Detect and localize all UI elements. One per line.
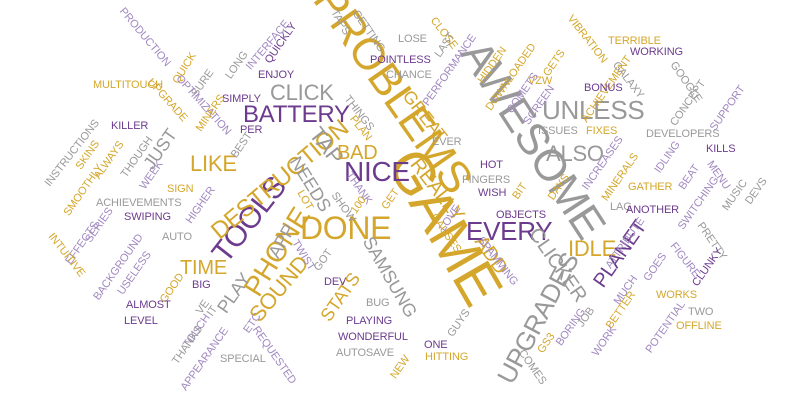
word-killer: KILLER <box>111 120 149 132</box>
word-per: PER <box>240 124 263 136</box>
word-like: LIKE <box>190 151 237 176</box>
word-level: LEVEL <box>124 315 158 327</box>
word-multitouch: MULTITOUCH <box>93 79 163 91</box>
word-works: WORKS <box>656 289 698 301</box>
word-vzw: VZW <box>528 75 553 87</box>
word-work: WORK <box>589 323 620 359</box>
word-big: BIG <box>192 279 211 291</box>
word-developers: DEVELOPERS <box>646 128 720 140</box>
word-best: BEST <box>228 130 255 161</box>
word-vibration: VIBRATION <box>564 12 610 66</box>
word-bad: BAD <box>337 142 378 164</box>
word-nice: NICE <box>344 156 410 187</box>
word-one: ONE <box>424 339 448 351</box>
word-autosave: AUTOSAVE <box>336 347 395 359</box>
word-almost: ALMOST <box>126 299 171 311</box>
word-unless: UNLESS <box>542 95 645 125</box>
word-dev: DEV <box>324 276 347 288</box>
word-simply: SIMPLY <box>222 93 261 105</box>
word-lose: LOSE <box>398 33 427 45</box>
word-fingers: FINGERS <box>462 174 511 186</box>
word-beat: BEAT <box>676 162 703 192</box>
word-objects: OBJECTS <box>496 209 546 221</box>
word-sign: SIGN <box>167 183 194 195</box>
word-wonderful: WONDERFUL <box>338 331 408 343</box>
word-done: DONE <box>300 210 392 246</box>
word-idling: IDLING <box>652 139 683 176</box>
word-kills: KILLS <box>706 143 736 155</box>
word-playing: PLAYING <box>346 315 393 327</box>
word-production: PRODUCTION <box>116 5 173 69</box>
word-hitting: HITTING <box>425 351 469 363</box>
word-gather: GATHER <box>628 181 673 193</box>
word-bonus: BONUS <box>584 82 623 94</box>
word-ever: EVER <box>432 136 462 148</box>
word-support: SUPPORT <box>707 83 748 134</box>
word-bit: BIT <box>510 180 530 202</box>
word-another: ANOTHER <box>626 204 680 216</box>
word-two: TWO <box>688 306 714 318</box>
word-pointless: POINTLESS <box>370 54 431 66</box>
word-bug: BUG <box>366 297 390 309</box>
word-achievements: ACHIEVEMENTS <box>96 197 182 209</box>
word-terrible: TERRIBLE <box>608 35 661 47</box>
word-idle: IDLE <box>568 236 617 261</box>
word-enjoy: ENJOY <box>258 69 295 81</box>
word-wish: WISH <box>478 187 507 199</box>
word-swiping: SWIPING <box>124 211 171 223</box>
word-every: EVERY <box>466 216 553 246</box>
word-auto: AUTO <box>162 231 192 243</box>
word-guys: GUYS <box>445 307 473 340</box>
word-hot: HOT <box>480 159 503 171</box>
word-goes: GOES <box>641 250 670 284</box>
word-lag: LAG <box>610 201 632 213</box>
word-devs: DEVS <box>742 175 770 207</box>
word-special: SPECIAL <box>220 353 266 365</box>
word-working: WORKING <box>630 46 684 58</box>
word-got: GOT <box>311 247 336 274</box>
word-issues: ISSUES <box>538 125 578 137</box>
word-time: TIME <box>180 257 227 279</box>
word-chance: CHANCE <box>386 69 432 81</box>
word-offline: OFFLINE <box>676 320 722 332</box>
word-click: CLICK <box>270 80 334 105</box>
word-fixes: FIXES <box>586 125 618 137</box>
word-battery: BATTERY <box>243 101 350 128</box>
word-also: ALSO <box>546 141 604 166</box>
